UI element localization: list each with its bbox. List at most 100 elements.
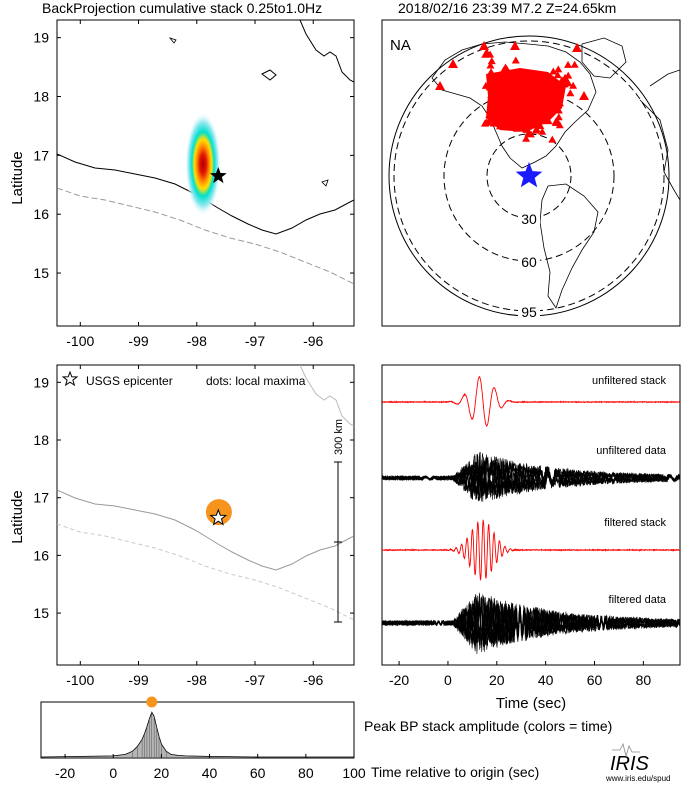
station-triangle-icon [526, 130, 535, 138]
station-triangle-icon [532, 125, 541, 133]
x-axis-label: Time (sec) [496, 695, 566, 712]
x-tick-label: -98 [187, 672, 207, 688]
legend-star-icon [61, 370, 79, 387]
station-triangle-icon [569, 81, 578, 89]
y-tick-label: 19 [33, 374, 49, 390]
station-triangle-icon [522, 134, 531, 142]
station-triangle-icon [490, 95, 499, 103]
station-triangle-icon [493, 72, 502, 80]
station-triangle-icon [487, 109, 496, 117]
epicenter-star-icon [515, 162, 543, 188]
ring-label-bg [518, 252, 540, 270]
gulf-coast [299, 20, 354, 83]
station-triangle-icon [555, 121, 564, 129]
x-tick-label: 40 [202, 765, 218, 781]
filtered-stack-trace [382, 519, 680, 581]
coast-lines [57, 20, 354, 285]
station-triangle-icon [540, 95, 549, 103]
panel-frame [56, 19, 355, 327]
station-triangle-icon [536, 121, 545, 129]
scale-bar: 300 km [333, 419, 345, 623]
station-triangle-icon [507, 89, 516, 97]
iris-logo: IRIS www.iris.edu/spud [605, 742, 670, 783]
ring-30 [486, 133, 572, 219]
x-tick-label: 100 [342, 765, 366, 781]
x-tick-label: -97 [245, 333, 265, 349]
station-triangle-icon [502, 80, 511, 88]
x-tick-label: -100 [66, 333, 94, 349]
station-triangle-icon [548, 135, 557, 143]
station-triangle-icon [539, 117, 548, 125]
station-triangle-icon [500, 106, 509, 114]
station-triangle-icon [486, 50, 495, 58]
x-tick-label: 80 [636, 672, 652, 688]
x-tick-label: 40 [538, 672, 554, 688]
filtered-data-trace [382, 597, 680, 649]
station-triangle-icon [487, 90, 496, 98]
station-triangle-icon [555, 99, 564, 107]
x-tick-label: 0 [109, 765, 117, 781]
africa-europe-outline [639, 69, 680, 201]
trench-line [57, 523, 354, 621]
ring-distance-label: 95 [521, 304, 537, 320]
unfiltered-data-trace [382, 454, 680, 500]
x-tick-label: -99 [128, 333, 148, 349]
station-triangle-icon [531, 76, 540, 84]
station-triangle-icon [497, 99, 506, 107]
stack-hotspot [185, 112, 221, 216]
epicenter-star-icon [209, 508, 228, 526]
x-tick-label: 80 [298, 765, 314, 781]
iris-logo-url: www.iris.edu/spud [605, 774, 670, 783]
station-triangle-icon [544, 117, 553, 125]
trench-line [57, 187, 354, 285]
x-tick-label: -96 [303, 672, 323, 688]
logo-wave-icon [612, 742, 640, 758]
station-triangle-icon [556, 90, 565, 98]
station-triangle-icon [501, 63, 510, 71]
greenland-outline [581, 37, 627, 79]
ring-distance-label: 30 [521, 211, 537, 227]
station-cluster [435, 41, 589, 143]
station-triangle-icon [435, 81, 445, 90]
station-triangle-icon [536, 81, 545, 89]
y-tick-label: 15 [33, 265, 49, 281]
station-triangle-icon [506, 122, 515, 130]
station-triangle-icon [566, 89, 575, 97]
y-axis-label: Latitude [9, 490, 26, 543]
y-tick-label: 16 [33, 206, 49, 222]
station-triangle-icon [542, 84, 551, 92]
y-tick-label: 17 [33, 490, 49, 506]
y-tick-label: 18 [33, 432, 49, 448]
station-triangle-icon [530, 80, 539, 88]
station-triangle-icon [510, 112, 519, 120]
station-triangle-icon [494, 116, 503, 124]
station-triangle-icon [507, 97, 516, 105]
station-triangle-icon [519, 106, 528, 114]
station-triangle-icon [493, 84, 502, 92]
right-title: 2018/02/16 23:39 M7.2 Z=24.65km [398, 0, 616, 16]
amplitude-title: Peak BP stack amplitude (colors = time) [364, 718, 612, 734]
station-triangle-icon [561, 73, 570, 81]
station-triangle-icon [579, 91, 589, 100]
series-label-filtered-stack: filtered stack [604, 517, 666, 529]
station-triangle-icon [550, 103, 559, 111]
station-triangle-icon [553, 71, 562, 79]
station-triangle-icon [551, 81, 560, 89]
station-triangle-icon [514, 78, 523, 86]
series-label-filtered-data: filtered data [609, 594, 667, 606]
station-triangle-icon [520, 69, 529, 77]
unfiltered-stack-trace [382, 376, 680, 427]
station-triangle-icon [554, 113, 563, 121]
cumulative-stack-panel: -100 -99 -98 -97 -96 15 16 17 18 19 Latitude [9, 19, 355, 349]
iris-logo-wordmark: IRIS [610, 753, 650, 775]
legend-epicenter-label: USGS epicenter [86, 374, 173, 388]
gulf-coast [299, 365, 354, 427]
station-triangle-icon [535, 94, 544, 102]
station-triangle-icon [554, 65, 563, 73]
north-america-outline [431, 41, 597, 169]
panel-frame [381, 364, 681, 666]
x-tick-label: -99 [128, 672, 148, 688]
x-tick-label: -98 [187, 333, 207, 349]
station-triangle-icon [536, 71, 545, 79]
